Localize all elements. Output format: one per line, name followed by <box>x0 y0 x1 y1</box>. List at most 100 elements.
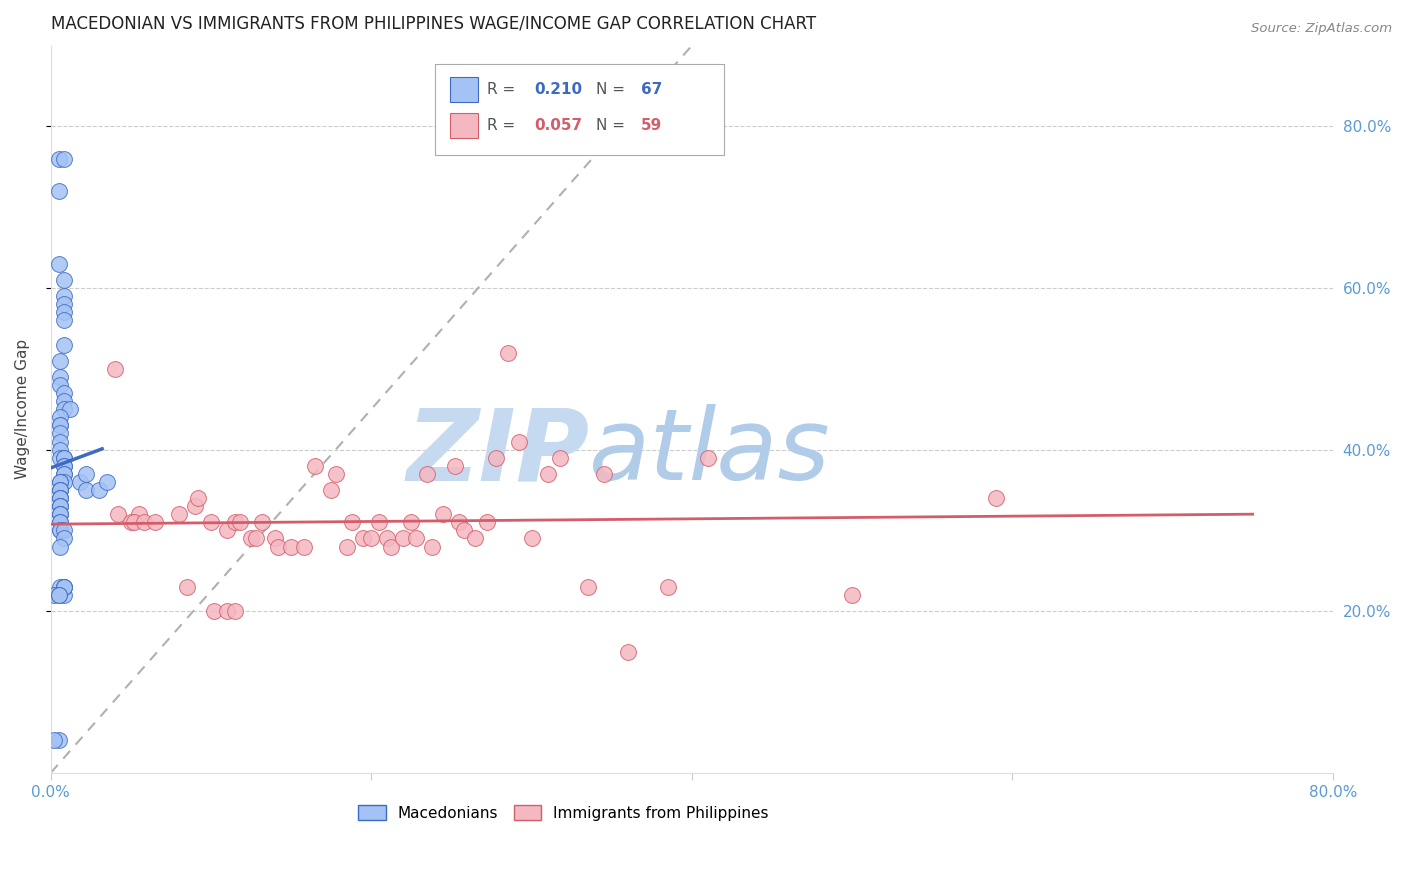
Point <box>49 491 72 505</box>
Point <box>550 450 572 465</box>
Point <box>508 434 530 449</box>
Point <box>292 540 315 554</box>
FancyBboxPatch shape <box>436 64 724 154</box>
Point <box>52 450 75 465</box>
Text: 0.057: 0.057 <box>534 118 582 133</box>
Point <box>49 540 72 554</box>
Point <box>52 580 75 594</box>
Point <box>49 507 72 521</box>
Point <box>49 524 72 538</box>
Text: ZIP: ZIP <box>406 404 589 501</box>
Point <box>52 386 75 401</box>
Point <box>224 516 246 530</box>
Point <box>48 733 70 747</box>
Point <box>52 273 75 287</box>
Point <box>49 378 72 392</box>
Point <box>49 516 72 530</box>
Point <box>304 458 326 473</box>
Point <box>420 540 443 554</box>
Text: R =: R = <box>486 82 520 97</box>
Point <box>252 516 274 530</box>
Point <box>48 588 70 602</box>
Point <box>52 297 75 311</box>
Point <box>49 370 72 384</box>
Point <box>280 540 302 554</box>
Point <box>104 361 127 376</box>
Point <box>49 491 72 505</box>
Point <box>325 467 347 481</box>
Text: N =: N = <box>596 118 630 133</box>
Point <box>49 353 72 368</box>
Point <box>696 450 718 465</box>
Point <box>405 532 427 546</box>
Point <box>52 458 75 473</box>
Point <box>52 532 75 546</box>
Point <box>52 289 75 303</box>
Point <box>352 532 374 546</box>
Point <box>49 418 72 433</box>
Point <box>49 516 72 530</box>
Y-axis label: Wage/Income Gap: Wage/Income Gap <box>15 339 30 479</box>
Point <box>52 152 75 166</box>
Text: N =: N = <box>596 82 630 97</box>
Point <box>841 588 863 602</box>
Point <box>392 532 415 546</box>
Point <box>49 418 72 433</box>
Point <box>52 313 75 327</box>
Point <box>49 499 72 513</box>
Point <box>52 305 75 319</box>
Text: 67: 67 <box>641 82 662 97</box>
Point <box>475 516 498 530</box>
Point <box>87 483 110 497</box>
Point <box>48 152 70 166</box>
Point <box>240 532 263 546</box>
Point <box>380 540 402 554</box>
Point <box>42 733 65 747</box>
Point <box>49 499 72 513</box>
Point <box>48 257 70 271</box>
FancyBboxPatch shape <box>450 77 478 102</box>
Point <box>49 426 72 441</box>
Point <box>52 467 75 481</box>
Point <box>224 604 246 618</box>
Point <box>49 507 72 521</box>
Point <box>616 644 638 658</box>
Point <box>536 467 558 481</box>
Point <box>321 483 343 497</box>
Point <box>49 499 72 513</box>
Point <box>48 588 70 602</box>
Point <box>496 345 519 359</box>
Point <box>49 442 72 457</box>
Point <box>176 580 198 594</box>
Point <box>52 467 75 481</box>
Point <box>657 580 679 594</box>
Point <box>401 516 423 530</box>
Point <box>576 580 599 594</box>
Text: MACEDONIAN VS IMMIGRANTS FROM PHILIPPINES WAGE/INCOME GAP CORRELATION CHART: MACEDONIAN VS IMMIGRANTS FROM PHILIPPINE… <box>51 15 815 33</box>
Point <box>52 458 75 473</box>
Point <box>336 540 359 554</box>
Point <box>49 410 72 425</box>
Point <box>96 475 118 489</box>
Point <box>217 604 239 618</box>
Point <box>49 450 72 465</box>
Point <box>42 588 65 602</box>
Point <box>443 458 465 473</box>
Text: atlas: atlas <box>589 404 831 501</box>
Point <box>184 499 207 513</box>
Point <box>52 588 75 602</box>
Point <box>132 516 155 530</box>
Point <box>69 475 91 489</box>
Point <box>107 507 129 521</box>
Point <box>48 184 70 198</box>
Point <box>49 434 72 449</box>
Legend: Macedonians, Immigrants from Philippines: Macedonians, Immigrants from Philippines <box>352 798 775 827</box>
Point <box>49 483 72 497</box>
Point <box>52 475 75 489</box>
Text: Source: ZipAtlas.com: Source: ZipAtlas.com <box>1251 22 1392 36</box>
Point <box>52 402 75 417</box>
Point <box>49 524 72 538</box>
Point <box>986 491 1008 505</box>
Point <box>49 580 72 594</box>
Point <box>49 491 72 505</box>
